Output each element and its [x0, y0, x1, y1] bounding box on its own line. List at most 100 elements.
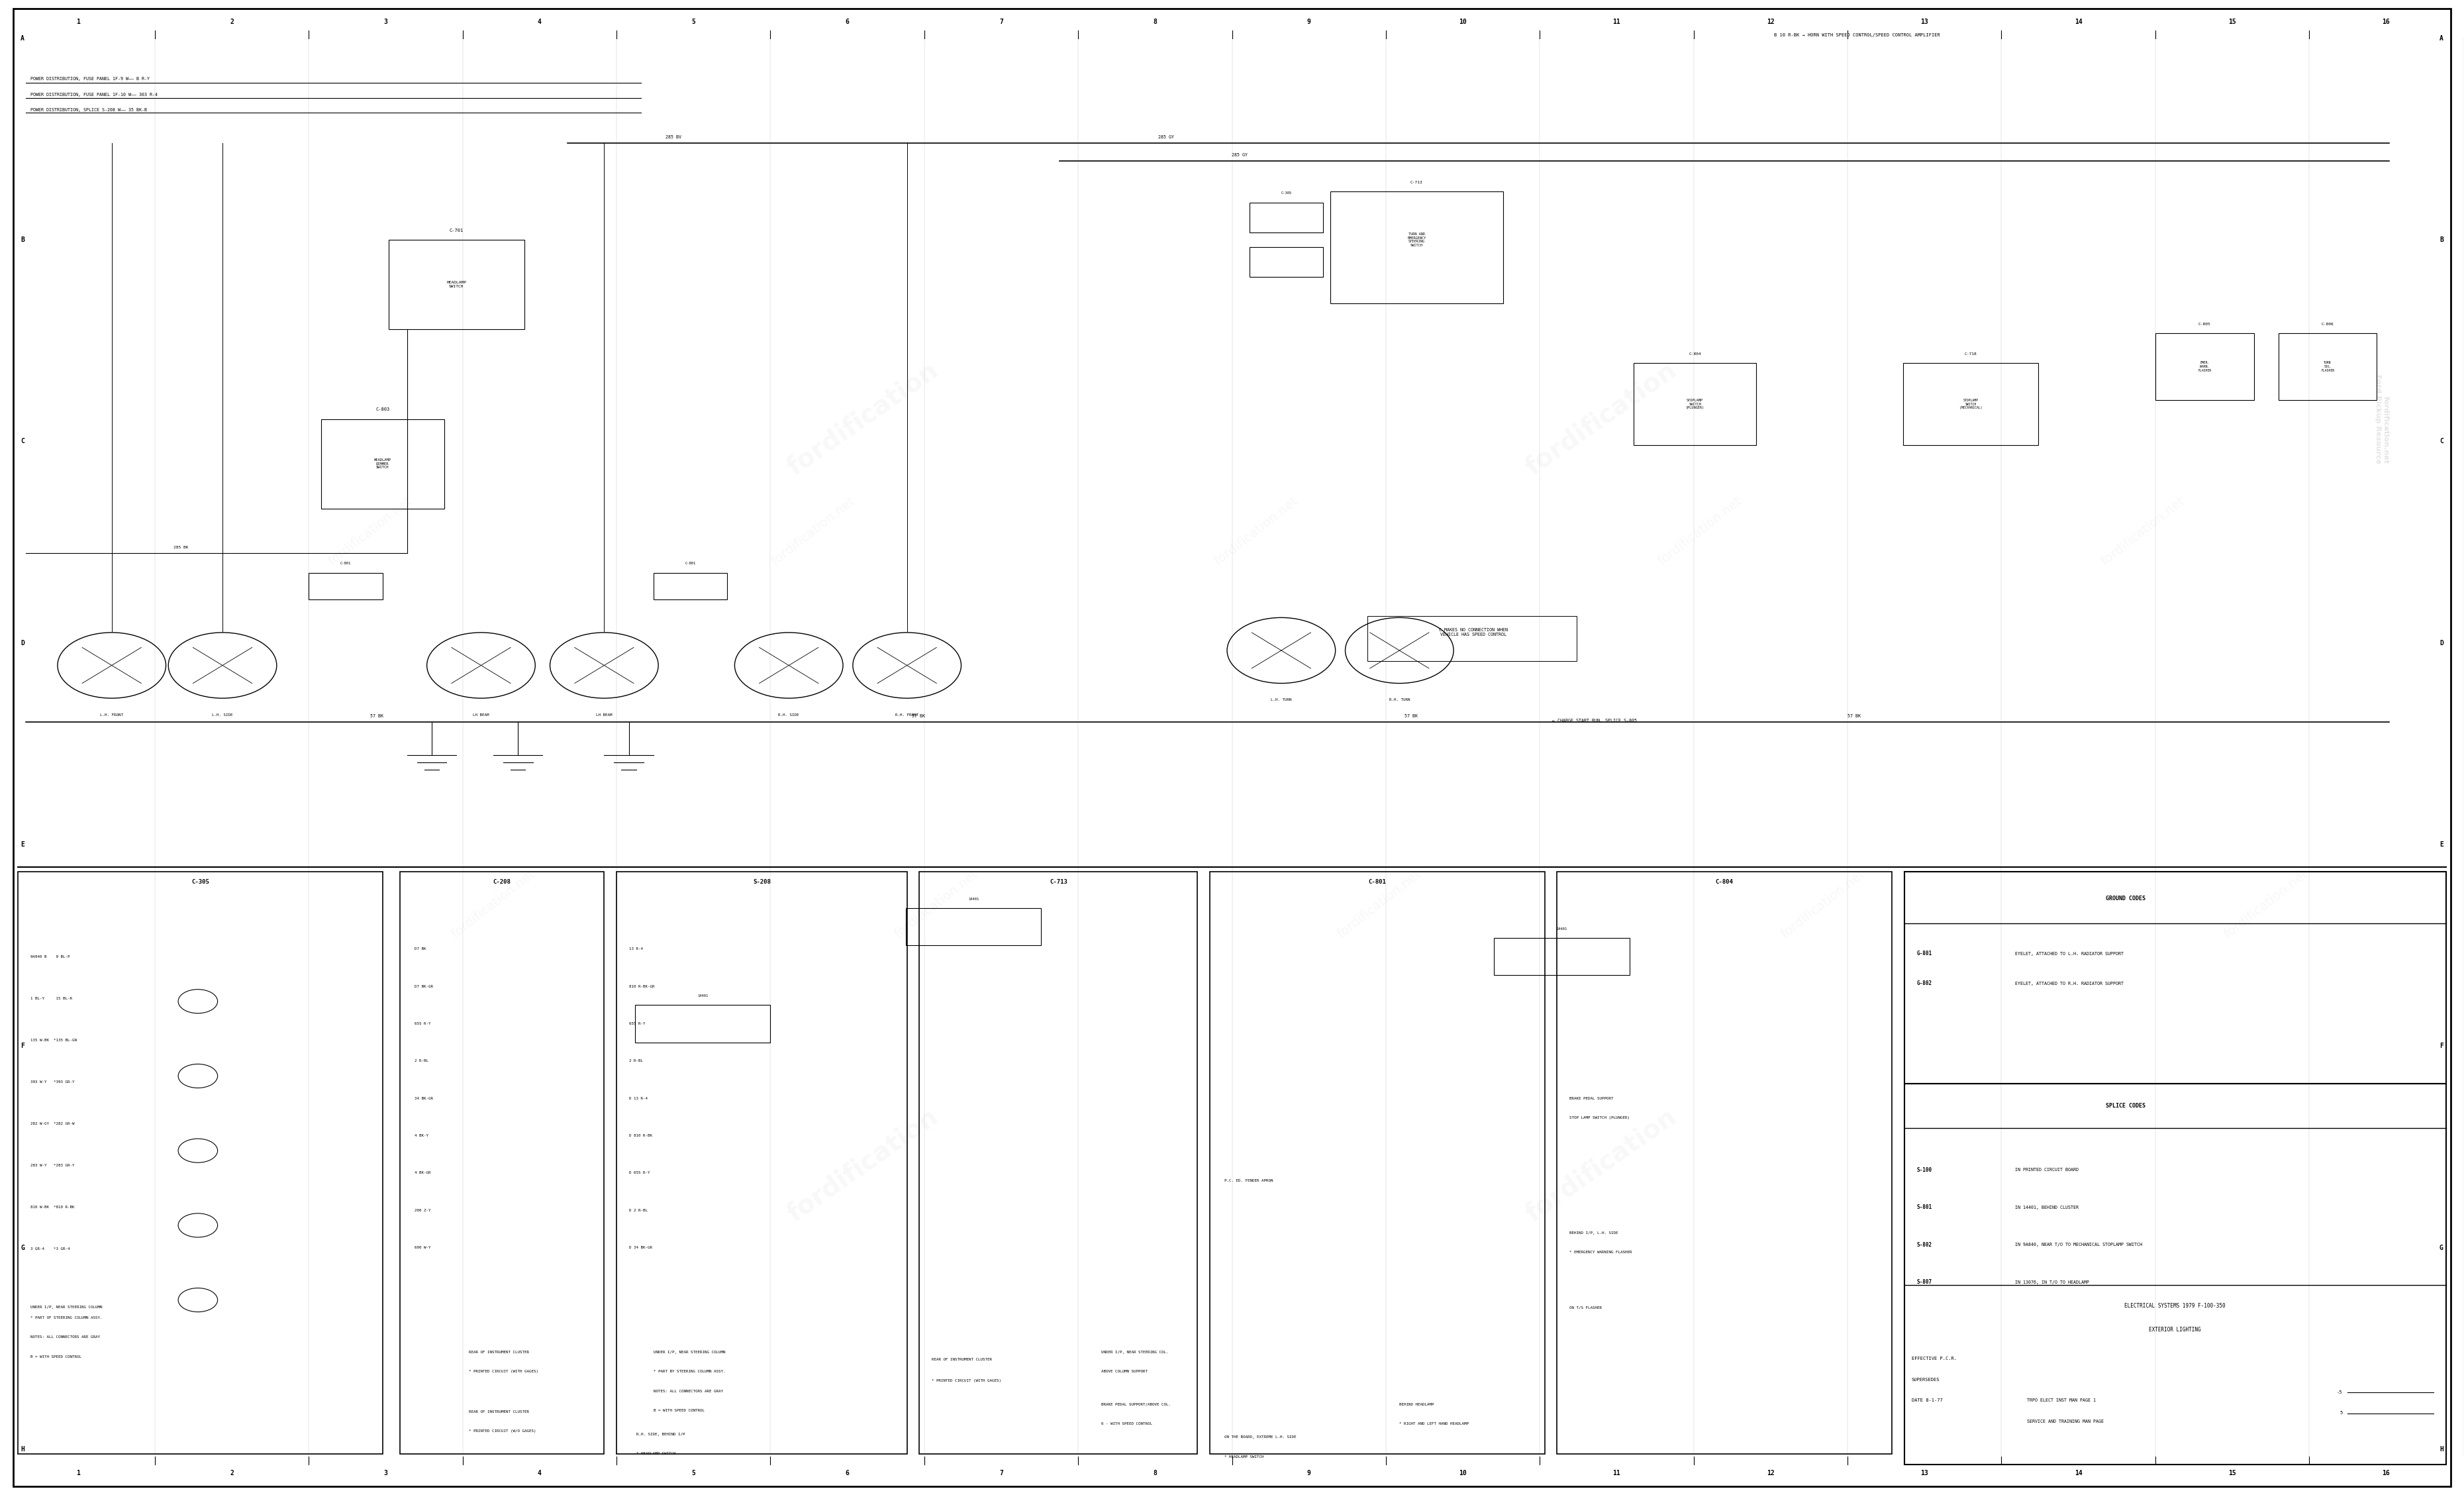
Text: D7 BK: D7 BK: [414, 948, 426, 951]
Text: 810 W-BK  *810 R-BK: 810 W-BK *810 R-BK: [30, 1206, 74, 1209]
Text: 600 W-Y: 600 W-Y: [414, 1245, 431, 1250]
Text: REAR OF INSTRUMENT CLUSTER: REAR OF INSTRUMENT CLUSTER: [468, 1410, 530, 1414]
Text: D 13 R-4: D 13 R-4: [628, 1097, 648, 1100]
Bar: [389, 239, 525, 329]
Text: 10: 10: [1459, 19, 1466, 25]
Text: 4: 4: [537, 19, 542, 25]
Text: 5: 5: [692, 1470, 695, 1476]
Text: R.H. TURN: R.H. TURN: [1390, 698, 1409, 701]
Text: 285 BK: 285 BK: [172, 546, 187, 549]
Text: EYELET, ATTACHED TO L.H. RADIATOR SUPPORT: EYELET, ATTACHED TO L.H. RADIATOR SUPPOR…: [2016, 952, 2124, 955]
Text: 9A940 B    9 BL-P: 9A940 B 9 BL-P: [30, 955, 69, 958]
Text: NOTES: ALL CONNECTORS ARE GRAY: NOTES: ALL CONNECTORS ARE GRAY: [30, 1335, 101, 1340]
Bar: [2156, 333, 2255, 401]
Text: DATE 8-1-77: DATE 8-1-77: [1912, 1398, 1942, 1402]
Bar: [1210, 872, 1545, 1453]
Text: 285 BV: 285 BV: [665, 135, 683, 139]
Text: fordification.net: fordification.net: [769, 495, 857, 568]
Text: * HEADLAMP SWITCH: * HEADLAMP SWITCH: [636, 1452, 675, 1456]
Text: C-801: C-801: [685, 562, 695, 565]
Text: STOPLAMP
SWITCH
(PLUNGER): STOPLAMP SWITCH (PLUNGER): [1685, 399, 1705, 410]
Bar: [1368, 616, 1577, 661]
Text: 11: 11: [1614, 1470, 1621, 1476]
Text: R.H. SIDE: R.H. SIDE: [779, 713, 798, 716]
Text: C-701: C-701: [448, 229, 463, 232]
Bar: [2279, 333, 2378, 401]
Text: C: C: [20, 438, 25, 444]
Text: 4 BK-Y: 4 BK-Y: [414, 1135, 429, 1138]
Text: 393 W-Y   *393 GR-Y: 393 W-Y *393 GR-Y: [30, 1081, 74, 1084]
Text: S-802: S-802: [1917, 1242, 1932, 1248]
Text: 285 GY: 285 GY: [1232, 152, 1247, 157]
Text: 283 W-Y   *283 GR-Y: 283 W-Y *283 GR-Y: [30, 1165, 74, 1168]
Text: S-807: S-807: [1917, 1280, 1932, 1286]
Bar: [1634, 363, 1757, 446]
Text: * EMERGENCY WARNING FLASHER: * EMERGENCY WARNING FLASHER: [1570, 1250, 1631, 1254]
Text: 1 BL-Y     15 BL-R: 1 BL-Y 15 BL-R: [30, 997, 71, 1000]
Bar: [399, 872, 604, 1453]
Bar: [636, 1005, 771, 1042]
Text: POWER DISTRIBUTION, FUSE PANEL 1F-9 W—— B R-Y: POWER DISTRIBUTION, FUSE PANEL 1F-9 W—— …: [30, 76, 150, 81]
Text: EMER.
WARN.
FLASHER: EMER. WARN. FLASHER: [2198, 362, 2210, 372]
Text: fordification.net
Ford Pickup Resource: fordification.net Ford Pickup Resource: [2375, 374, 2390, 463]
Text: 3: 3: [384, 1470, 387, 1476]
Text: D: D: [20, 640, 25, 646]
Text: 13 R-4: 13 R-4: [628, 948, 643, 951]
Text: 655 R-Y: 655 R-Y: [628, 1023, 646, 1026]
Text: * RIGHT AND LEFT HAND HEADLAMP: * RIGHT AND LEFT HAND HEADLAMP: [1400, 1422, 1469, 1426]
Text: C: C: [2439, 438, 2444, 444]
Text: 2 R-BL: 2 R-BL: [414, 1060, 429, 1063]
Text: B: B: [20, 236, 25, 244]
Text: HEADLAMP
SWITCH: HEADLAMP SWITCH: [446, 281, 466, 289]
Text: ON THE BOARD, EXTREME L.H. SIDE: ON THE BOARD, EXTREME L.H. SIDE: [1225, 1435, 1296, 1440]
Text: fordification: fordification: [1520, 1105, 1680, 1227]
Text: SERVICE AND TRAINING MAN PAGE: SERVICE AND TRAINING MAN PAGE: [2028, 1419, 2104, 1423]
Text: C-804: C-804: [1688, 353, 1700, 356]
Text: G: G: [2439, 1244, 2444, 1251]
Text: G-801: G-801: [1917, 951, 1932, 957]
Text: 200 Z-Y: 200 Z-Y: [414, 1209, 431, 1212]
Text: * HEADLAMP SWITCH: * HEADLAMP SWITCH: [1225, 1455, 1264, 1459]
Text: UNDER I/P, NEAR STEERING COLUMN: UNDER I/P, NEAR STEERING COLUMN: [30, 1305, 103, 1310]
Text: ABOVE COLUMN SUPPORT: ABOVE COLUMN SUPPORT: [1101, 1369, 1148, 1374]
Text: fordification.net: fordification.net: [1335, 867, 1424, 940]
Text: 16: 16: [2383, 19, 2390, 25]
Bar: [17, 872, 382, 1453]
Text: 15: 15: [2227, 19, 2237, 25]
Text: LH BEAM: LH BEAM: [473, 713, 490, 716]
Text: H: H: [20, 1446, 25, 1453]
Text: GROUND CODES: GROUND CODES: [2107, 896, 2146, 901]
Text: 57 BK: 57 BK: [1404, 715, 1417, 718]
Text: * PART OF STEERING COLUMN ASSY.: * PART OF STEERING COLUMN ASSY.: [30, 1316, 103, 1320]
Text: S-801: S-801: [1917, 1205, 1932, 1211]
Text: fordification.net: fordification.net: [1656, 495, 1745, 568]
Text: * PRINTED CIRCUIT (WITH GAGES): * PRINTED CIRCUIT (WITH GAGES): [468, 1369, 537, 1374]
Bar: [1331, 191, 1503, 303]
Text: R.H. FRONT: R.H. FRONT: [894, 713, 919, 716]
Text: * PRINTED CIRCUIT (W/O GAGES): * PRINTED CIRCUIT (W/O GAGES): [468, 1429, 537, 1434]
Text: 2 R-BL: 2 R-BL: [628, 1060, 643, 1063]
Text: S-100: S-100: [1917, 1168, 1932, 1174]
Text: C-803: C-803: [375, 408, 389, 411]
Text: 2: 2: [229, 19, 234, 25]
Text: fordification: fordification: [784, 357, 944, 480]
Text: D 34 BK-GR: D 34 BK-GR: [628, 1245, 653, 1250]
Text: C-801: C-801: [1368, 879, 1387, 885]
Text: C-718: C-718: [1964, 353, 1976, 356]
Text: SPLICE CODES: SPLICE CODES: [2107, 1103, 2146, 1109]
Text: 3: 3: [384, 19, 387, 25]
Text: 12: 12: [1767, 1470, 1774, 1476]
Text: H: H: [2439, 1446, 2444, 1453]
Text: 655 R-Y: 655 R-Y: [414, 1023, 431, 1026]
Text: EFFECTIVE P.C.R.: EFFECTIVE P.C.R.: [1912, 1356, 1956, 1360]
Bar: [1249, 247, 1323, 277]
Text: -5: -5: [2336, 1390, 2343, 1393]
Text: 11: 11: [1614, 19, 1621, 25]
Text: B 10 R-BK → HORN WITH SPEED CONTROL/SPEED CONTROL AMPLIFIER: B 10 R-BK → HORN WITH SPEED CONTROL/SPEE…: [1774, 33, 1939, 37]
Text: 57 BK: 57 BK: [1848, 715, 1860, 718]
Text: IN 14401, BEHIND CLUSTER: IN 14401, BEHIND CLUSTER: [2016, 1205, 2080, 1209]
Text: 13: 13: [1919, 19, 1929, 25]
Text: B = WITH SPEED CONTROL: B = WITH SPEED CONTROL: [653, 1408, 705, 1413]
Text: 6: 6: [845, 19, 850, 25]
Text: NOTES: ALL CONNECTORS ARE GRAY: NOTES: ALL CONNECTORS ARE GRAY: [653, 1389, 722, 1393]
